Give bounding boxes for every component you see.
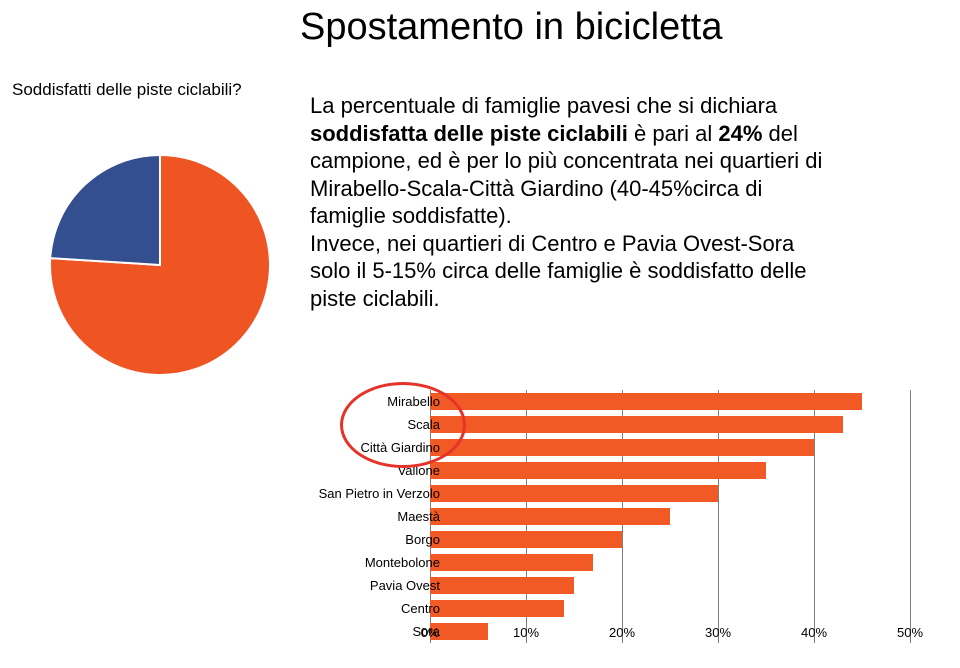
main-title: Spostamento in bicicletta — [300, 6, 722, 49]
bar — [430, 462, 766, 479]
desc-line8: piste ciclabili. — [310, 286, 440, 311]
bar — [430, 416, 843, 433]
bar-category-label: Città Giardino — [290, 436, 440, 459]
bar-category-label: Borgo — [290, 528, 440, 551]
desc-line5: famiglie soddisfatte). — [310, 203, 512, 228]
bar-category-label: Centro — [290, 597, 440, 620]
xtick-label: 30% — [705, 625, 731, 640]
bar-category-label: Scala — [290, 413, 440, 436]
xtick-label: 10% — [513, 625, 539, 640]
bar — [430, 439, 814, 456]
desc-line4: Mirabello-Scala-Città Giardino (40-45%ci… — [310, 176, 762, 201]
desc-bold1: soddisfatta delle piste ciclabili — [310, 121, 628, 146]
xtick-label: 20% — [609, 625, 635, 640]
bar-category-label: Vallone — [290, 459, 440, 482]
bar — [430, 485, 718, 502]
bar — [430, 508, 670, 525]
pie-caption: Soddisfatti delle piste ciclabili? — [12, 80, 242, 100]
bar — [430, 393, 862, 410]
bar-chart: 0%10%20%30%40%50%MirabelloScalaCittà Gia… — [280, 390, 930, 660]
bar — [430, 554, 593, 571]
plot-area — [430, 390, 910, 643]
bar-category-label: Pavia Ovest — [290, 574, 440, 597]
bar-category-label: Mirabello — [290, 390, 440, 413]
bar-category-label: Sora — [290, 620, 440, 643]
page: Spostamento in bicicletta Soddisfatti de… — [0, 0, 960, 668]
desc-line6: Invece, nei quartieri di Centro e Pavia … — [310, 231, 794, 256]
bar — [430, 531, 622, 548]
xtick-label: 40% — [801, 625, 827, 640]
xtick-label: 50% — [897, 625, 923, 640]
bar-category-label: Maestà — [290, 505, 440, 528]
gridline — [910, 390, 911, 643]
bar-category-label: San Pietro in Verzolo — [290, 482, 440, 505]
desc-rest1: è pari al — [628, 121, 719, 146]
pie-slice — [50, 155, 160, 265]
pie-chart — [10, 110, 280, 380]
desc-line1: La percentuale di famiglie pavesi che si… — [310, 93, 777, 118]
desc-bold-pct: 24% — [718, 121, 762, 146]
pie-svg — [10, 110, 280, 380]
bar-category-label: Montebolone — [290, 551, 440, 574]
desc-line3: campione, ed è per lo più concentrata ne… — [310, 148, 822, 173]
bar — [430, 577, 574, 594]
desc-end2: del — [762, 121, 797, 146]
description-text: La percentuale di famiglie pavesi che si… — [310, 92, 930, 312]
desc-line7: solo il 5-15% circa delle famiglie è sod… — [310, 258, 806, 283]
bar — [430, 600, 564, 617]
